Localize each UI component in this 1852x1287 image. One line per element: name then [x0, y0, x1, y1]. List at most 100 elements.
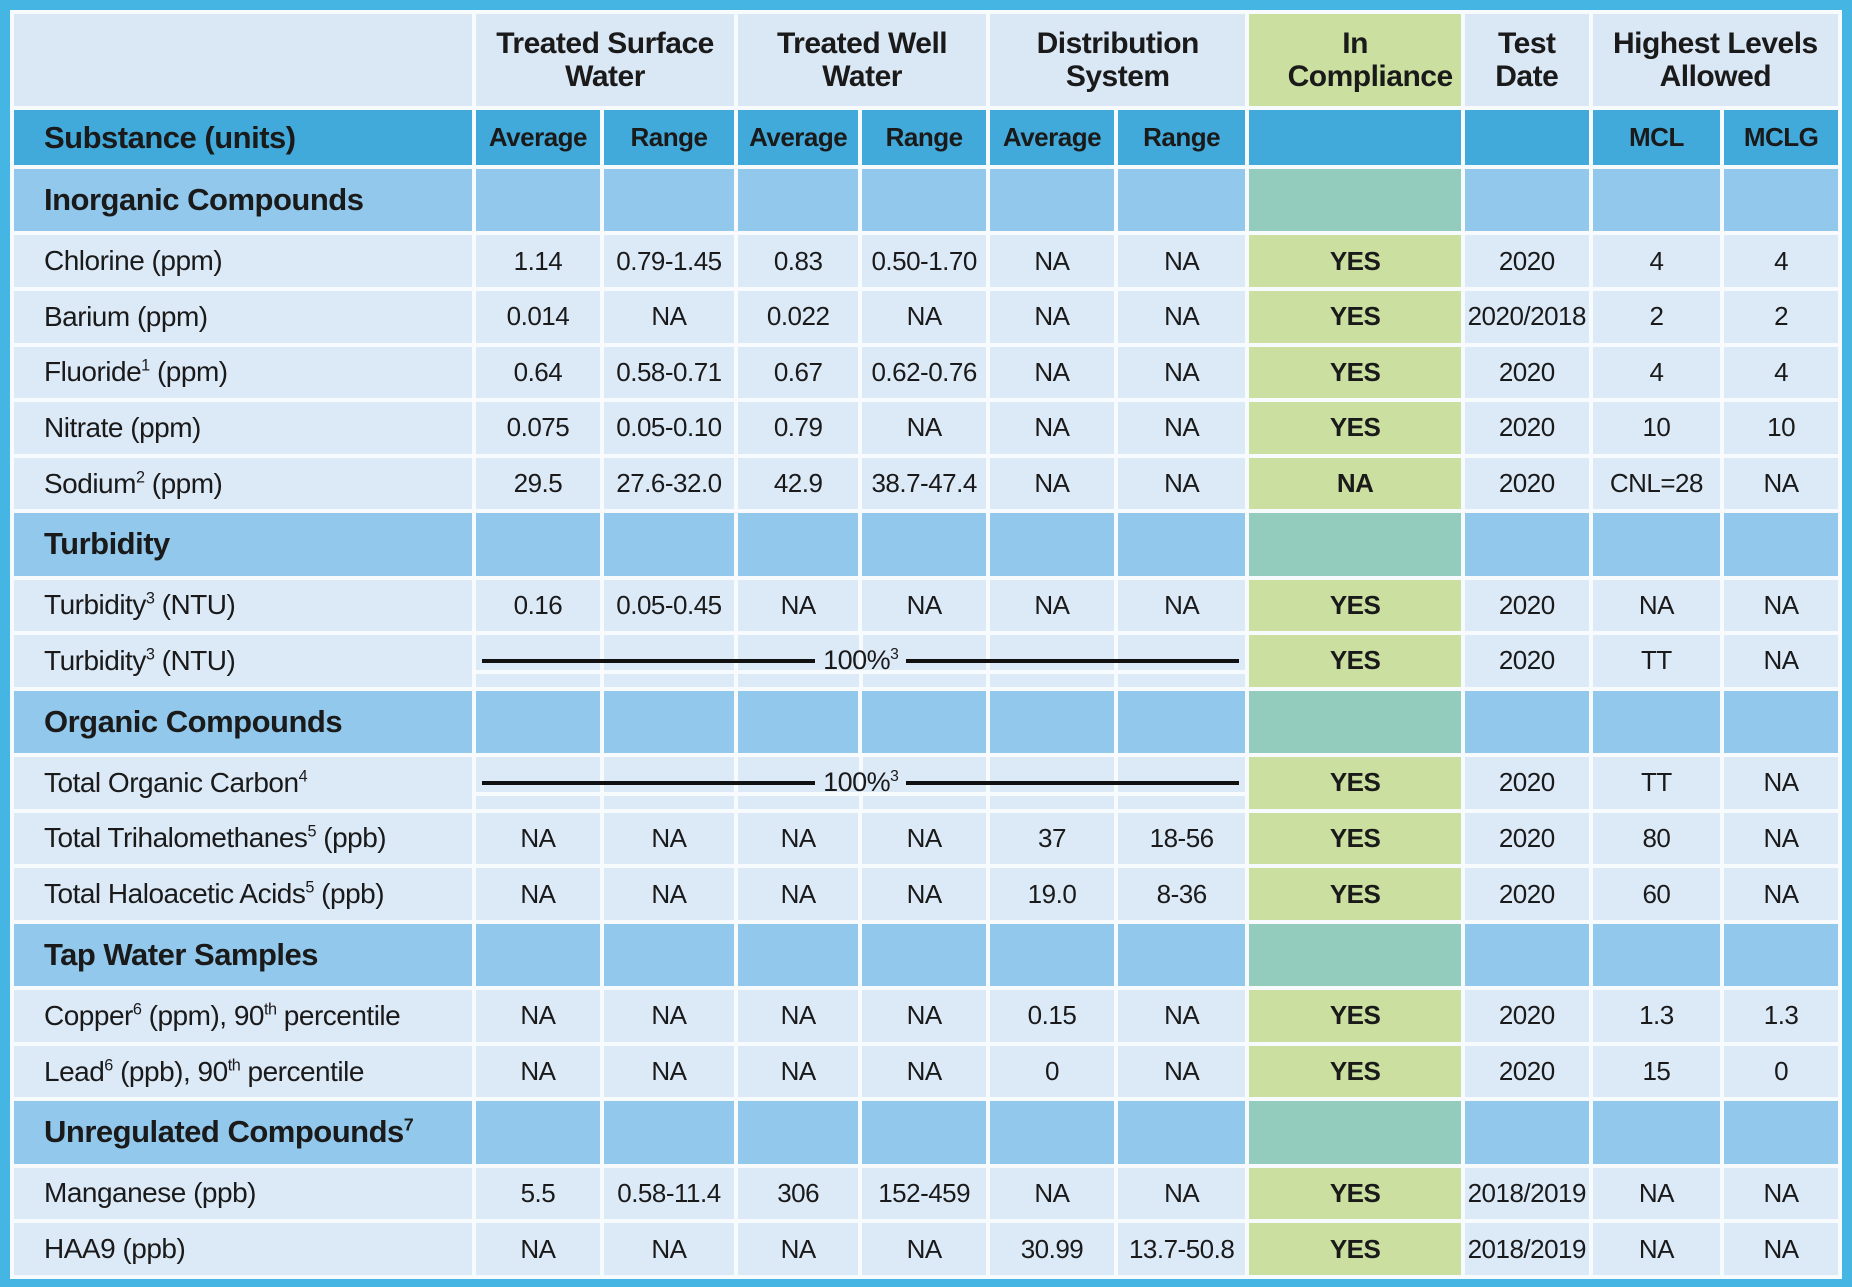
substance-cell: Fluoride1 (ppm) [9, 342, 477, 403]
surface-range-cell: 0.05-0.45 [599, 575, 739, 636]
test-date-cell: 2020 [1460, 1041, 1593, 1102]
test-date-cell: 2020 [1460, 575, 1593, 636]
span-horizontal-gridline [478, 791, 1244, 796]
substance-cell: Total Trihalomethanes5 (ppb) [9, 808, 477, 869]
mclg-cell: 0 [1720, 1041, 1842, 1102]
section-empty-cell [599, 1097, 739, 1168]
column-header-ds-range: Range [1113, 106, 1250, 170]
test-date-cell: 2020 [1460, 864, 1593, 924]
mclg-cell: NA [1720, 453, 1842, 514]
group-header-label: Treated Surface Water [496, 26, 714, 94]
distribution-range-cell: NA [1113, 398, 1250, 458]
distribution-range-cell: NA [1113, 286, 1250, 347]
test-date-cell: 2018/2019 [1460, 1219, 1593, 1279]
distribution-average-cell: NA [986, 342, 1118, 403]
group-header-highest-levels-allowed: Highest Levels Allowed [1588, 9, 1843, 111]
test-date-cell: 2020 [1460, 231, 1593, 291]
section-row: Organic Compounds [9, 686, 1842, 758]
surface-average-cell: NA [472, 1219, 604, 1279]
surface-range-cell: NA [599, 986, 739, 1046]
group-header-label: Treated Well Water [776, 26, 948, 94]
section-empty-cell [472, 1097, 604, 1168]
compliance-cell: YES [1245, 631, 1465, 691]
section-empty-cell [472, 509, 604, 580]
column-header-mcl: MCL [1588, 106, 1725, 170]
section-empty-cell [986, 165, 1118, 236]
distribution-range-cell: NA [1113, 453, 1250, 514]
substance-cell: Nitrate (ppm) [9, 398, 477, 458]
compliance-cell: NA [1245, 453, 1465, 514]
surface-average-cell: 0.014 [472, 286, 604, 347]
group-header-in-compliance: In Compliance [1245, 9, 1465, 111]
distribution-average-cell: 37 [986, 808, 1118, 869]
surface-range-cell: 0.05-0.10 [599, 398, 739, 458]
surface-range-cell: NA [599, 808, 739, 869]
mclg-cell: NA [1720, 1163, 1842, 1224]
mcl-cell: CNL=28 [1588, 453, 1725, 514]
section-title: Inorganic Compounds [9, 165, 477, 236]
surface-range-cell: 0.58-11.4 [599, 1163, 739, 1224]
surface-range-cell: 0.79-1.45 [599, 231, 739, 291]
section-row: Unregulated Compounds7 [9, 1097, 1842, 1168]
section-empty-cell [1113, 509, 1250, 580]
column-header-tsw-average: Average [472, 106, 604, 170]
column-header-date-spacer [1460, 106, 1593, 170]
compliance-cell: YES [1245, 398, 1465, 458]
mcl-cell: NA [1588, 575, 1725, 636]
section-empty-cell [1113, 1097, 1250, 1168]
substance-cell: Chlorine (ppm) [9, 231, 477, 291]
group-header-treated-well-water: Treated Well Water [734, 9, 991, 111]
substance-cell: Lead6 (ppb), 90th percentile [9, 1041, 477, 1102]
distribution-range-cell: 13.7-50.8 [1113, 1219, 1250, 1279]
group-header-label: Distribution System [1036, 26, 1200, 94]
section-empty-cell [986, 919, 1118, 991]
section-row: Inorganic Compounds [9, 165, 1842, 236]
data-row: Total Trihalomethanes5 (ppb) NA NA NA NA 37 18… [9, 808, 1842, 869]
data-row: Fluoride1 (ppm) 0.64 0.58-0.71 0.67 0.62-0.7… [9, 342, 1842, 403]
compliance-cell: YES [1245, 342, 1465, 403]
substance-cell: Total Haloacetic Acids5 (ppb) [9, 864, 477, 924]
data-row: Chlorine (ppm) 1.14 0.79-1.45 0.83 0.50-1.70… [9, 231, 1842, 291]
well-range-cell: 0.50-1.70 [858, 231, 991, 291]
mclg-cell: NA [1720, 864, 1842, 924]
section-compliance-cell [1245, 509, 1465, 580]
well-range-cell: NA [858, 1041, 991, 1102]
distribution-average-cell: NA [986, 453, 1118, 514]
well-average-cell: NA [734, 864, 863, 924]
column-header-tsw-range: Range [599, 106, 739, 170]
well-range-cell: 0.62-0.76 [858, 342, 991, 403]
column-header-tww-average: Average [734, 106, 863, 170]
section-row: Turbidity [9, 509, 1842, 580]
test-date-cell: 2020/2018 [1460, 286, 1593, 347]
well-average-cell: NA [734, 808, 863, 869]
section-empty-cell [599, 165, 739, 236]
distribution-range-cell: NA [1113, 986, 1250, 1046]
section-mcl-cell [1588, 919, 1725, 991]
column-header-compliance-spacer [1245, 106, 1465, 170]
section-compliance-cell [1245, 165, 1465, 236]
substance-cell: Barium (ppm) [9, 286, 477, 347]
test-date-cell: 2020 [1460, 808, 1593, 869]
section-mclg-cell [1720, 1097, 1842, 1168]
test-date-cell: 2020 [1460, 342, 1593, 403]
data-row: Lead6 (ppb), 90th percentile NA NA NA NA 0 NA Y… [9, 1041, 1842, 1102]
distribution-range-cell: 18-56 [1113, 808, 1250, 869]
surface-average-cell: 1.14 [472, 231, 604, 291]
water-quality-table: Treated Surface Water Treated Well Water D… [9, 9, 1843, 1279]
well-average-cell: NA [734, 1219, 863, 1279]
column-header-tww-range: Range [858, 106, 991, 170]
section-mcl-cell [1588, 1097, 1725, 1168]
mclg-cell: 1.3 [1720, 986, 1842, 1046]
section-title: Turbidity [9, 509, 477, 580]
section-mcl-cell [1588, 686, 1725, 758]
data-row: Total Haloacetic Acids5 (ppb) NA NA NA NA 19.… [9, 864, 1842, 924]
surface-average-cell: 0.16 [472, 575, 604, 636]
section-empty-cell [599, 686, 739, 758]
column-header-mclg: MCLG [1720, 106, 1842, 170]
test-date-cell: 2020 [1460, 398, 1593, 458]
section-compliance-cell [1245, 1097, 1465, 1168]
test-date-cell: 2020 [1460, 986, 1593, 1046]
mclg-cell: 4 [1720, 231, 1842, 291]
section-mcl-cell [1588, 509, 1725, 580]
well-range-cell: NA [858, 575, 991, 636]
